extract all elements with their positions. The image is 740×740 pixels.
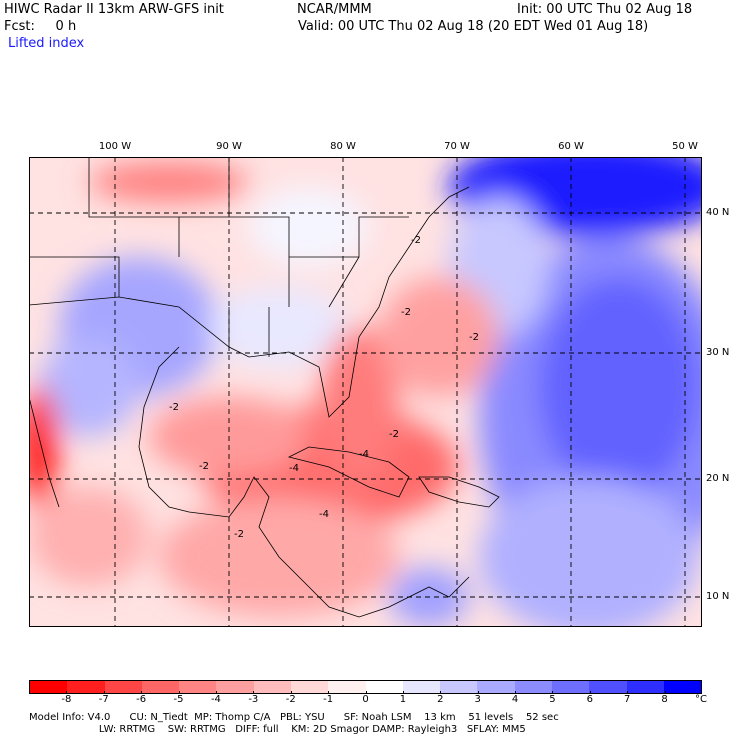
colorbar-tick-mark: [627, 691, 629, 694]
colorbar-tick-mark: [66, 691, 68, 694]
source-label: NCAR/MMM: [297, 2, 372, 17]
field-name: Lifted index: [8, 36, 85, 51]
colorbar-tick-label: 5: [549, 694, 556, 705]
lifted-index-map: -2 -2 -2 -2 -2 -2 -4 -4 -2 -4: [29, 157, 702, 627]
colorbar-tick-label: -3: [248, 694, 259, 705]
lat-label: 30 N: [706, 347, 730, 358]
colorbar-tick-label: -2: [285, 694, 296, 705]
colorbar-tick-mark: [552, 691, 554, 694]
colorbar-swatch: [141, 681, 180, 693]
colorbar-tick-mark: [664, 691, 666, 694]
colorbar-swatch: [290, 681, 329, 693]
colorbar-tick-mark: [440, 691, 442, 694]
contour-label: -2: [389, 429, 399, 440]
map-border: [29, 157, 702, 627]
colorbar-tick-label: -7: [98, 694, 109, 705]
colorbar-swatch: [328, 681, 366, 693]
colorbar-tick-label: -5: [173, 694, 184, 705]
colorbar-swatch: [663, 681, 702, 693]
colorbar-swatch: [514, 681, 552, 693]
colorbar-tick-mark: [103, 691, 105, 694]
colorbar-tick-label: -4: [210, 694, 221, 705]
colorbar-swatch: [365, 681, 403, 693]
map-panel: -2 -2 -2 -2 -2 -2 -4 -4 -2 -4: [29, 157, 702, 627]
colorbar-tick-label: 6: [586, 694, 594, 705]
colorbar-tick-mark: [402, 691, 404, 694]
colorbar-tick-label: 4: [511, 694, 519, 705]
colorbar-swatch: [67, 681, 105, 693]
lon-label: 50 W: [672, 141, 698, 152]
colorbar-swatch: [104, 681, 142, 693]
init-time: Init: 00 UTC Thu 02 Aug 18: [517, 2, 693, 17]
contour-label: -2: [469, 332, 479, 343]
colorbar-tick-mark: [253, 691, 255, 694]
colorbar-swatch: [253, 681, 291, 693]
colorbar-tick-mark: [515, 691, 517, 694]
lat-label: 10 N: [706, 591, 730, 602]
colorbar-tick-label: 1: [399, 694, 407, 705]
contour-label: -2: [401, 307, 411, 318]
colorbar-swatch: [626, 681, 664, 693]
lat-label: 40 N: [706, 207, 730, 218]
contour-label: -2: [234, 529, 244, 540]
contour-label: -2: [411, 235, 421, 246]
colorbar-tick-label: 0: [362, 694, 369, 705]
lon-label: 90 W: [216, 141, 242, 152]
contour-label: -4: [319, 509, 329, 520]
colorbar-tick-label: 7: [624, 694, 631, 705]
colorbar-tick-mark: [178, 691, 180, 694]
colorbar-tick-mark: [290, 691, 292, 694]
valid-time: Valid: 00 UTC Thu 02 Aug 18 (20 EDT Wed …: [298, 19, 649, 34]
colorbar-swatch: [589, 681, 627, 693]
colorbar-tick-label: 8: [661, 694, 668, 705]
contour-labels: -2 -2 -2 -2 -2 -2 -4 -4 -2 -4: [169, 235, 479, 540]
colorbar-swatch: [551, 681, 590, 693]
model-title: HIWC Radar II 13km ARW-GFS init: [4, 2, 224, 17]
colorbar-tick-label: 3: [474, 694, 481, 705]
colorbar-tick-mark: [477, 691, 479, 694]
colorbar-tick-mark: [365, 691, 367, 694]
colorbar-swatch: [216, 681, 254, 693]
colorbar-tick-mark: [141, 691, 143, 694]
lat-label: 20 N: [706, 473, 730, 484]
field-shading: [29, 157, 702, 627]
lon-label: 100 W: [98, 141, 132, 152]
colorbar-swatch: [402, 681, 441, 693]
model-info-line1: Model Info: V4.0 CU: N_Tiedt MP: Thomp C…: [29, 712, 559, 723]
model-info-line2: LW: RRTMG SW: RRTMG DIFF: full KM: 2D Sm…: [29, 724, 526, 735]
colorbar-tick-label: -1: [323, 694, 334, 705]
colorbar-tick-label: 2: [437, 694, 444, 705]
contour-label: -2: [199, 461, 209, 472]
colorbar-tick-label: -8: [61, 694, 72, 705]
graticule: [29, 157, 702, 627]
colorbar-swatch: [179, 681, 217, 693]
forecast-hour: Fcst: 0 h: [4, 19, 77, 34]
contour-label: -4: [289, 463, 299, 474]
lon-label: 80 W: [330, 141, 356, 152]
colorbar-swatch: [30, 681, 68, 693]
contour-label: -2: [169, 402, 179, 413]
contour-label: -4: [359, 449, 369, 460]
colorbar-tick-label: -6: [136, 694, 147, 705]
colorbar-tick-mark: [215, 691, 217, 694]
colorbar-swatch: [440, 681, 478, 693]
colorbar-tick-mark: [589, 691, 591, 694]
colorbar-tick-mark: [328, 691, 330, 694]
lon-label: 60 W: [558, 141, 584, 152]
lon-label: 70 W: [444, 141, 470, 152]
colorbar-unit: °C: [695, 694, 707, 705]
colorbar-swatch: [477, 681, 515, 693]
